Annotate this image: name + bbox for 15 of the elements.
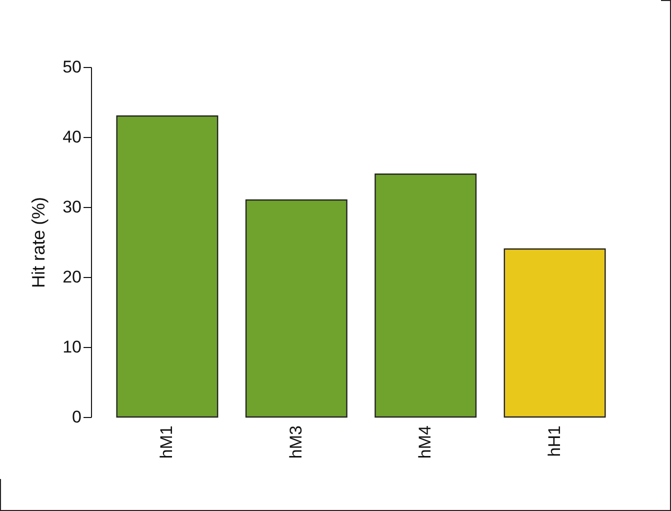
y-axis-title: Hit rate (%) (28, 196, 49, 288)
bar (245, 199, 348, 418)
y-tick-label: 50 (62, 58, 82, 76)
y-tick-label: 0 (72, 408, 82, 426)
x-tick-label: hH1 (544, 426, 564, 457)
x-tick-label: hM1 (157, 426, 176, 459)
y-tick-label: 10 (62, 338, 82, 356)
y-tick-label: 20 (62, 268, 82, 286)
bar (374, 174, 477, 418)
x-tick-label: hM4 (416, 426, 435, 459)
bar (116, 115, 218, 418)
y-tick-label: 30 (62, 198, 82, 216)
x-tick-label: hM3 (286, 426, 306, 459)
y-tick-label: 40 (62, 128, 82, 146)
bar (504, 248, 606, 418)
